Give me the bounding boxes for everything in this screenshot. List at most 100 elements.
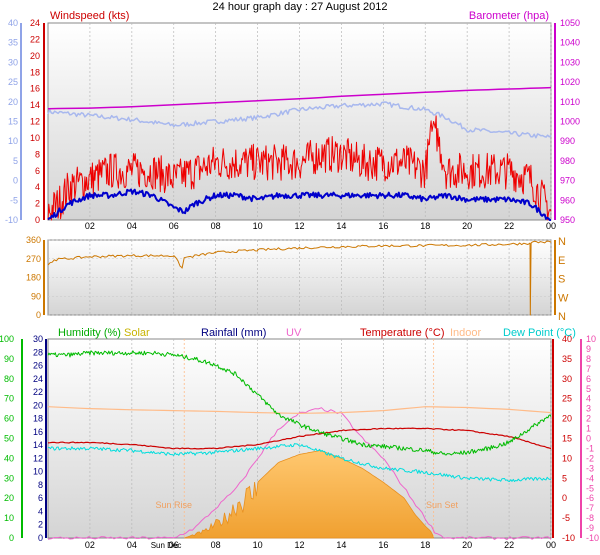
- uv-label: UV: [286, 327, 302, 339]
- uv-tick: -8: [586, 513, 594, 523]
- direction-compass-label: S: [558, 274, 565, 286]
- temperature-tick: 0: [562, 493, 567, 503]
- wind-x-tick: 06: [169, 221, 179, 231]
- baro-right-tick: 1000: [560, 117, 580, 127]
- direction-compass-label: W: [558, 292, 569, 304]
- dewpoint-series: [47, 443, 551, 482]
- baro-right-tick: 970: [560, 176, 575, 186]
- humidity-tick: 80: [4, 374, 14, 384]
- temperature-tick: 35: [562, 354, 572, 364]
- temperature-tick: 15: [562, 434, 572, 444]
- rainfall-tick: 26: [33, 361, 43, 371]
- uv-tick: 6: [586, 374, 591, 384]
- temp-x-tick: 10: [253, 540, 263, 550]
- temp-x-tick: 22: [504, 540, 514, 550]
- baro-right-tick: 960: [560, 195, 575, 205]
- humidity-tick: 0: [9, 533, 14, 543]
- wind-left-outer-tick: -10: [5, 215, 18, 225]
- humidity-tick: 50: [4, 434, 14, 444]
- direction-tick: 270: [26, 254, 41, 264]
- wind-left-outer-tick: 35: [8, 38, 18, 48]
- sun-tick-label: Sun Dec: [151, 541, 182, 550]
- sunset-text: Sun Set: [426, 500, 459, 510]
- rainfall-tick: 4: [38, 506, 43, 516]
- rainfall-tick: 6: [38, 493, 43, 503]
- rainfall-tick: 22: [33, 387, 43, 397]
- wind-left-outer-tick: 10: [8, 136, 18, 146]
- wind-left-inner-tick: 10: [30, 133, 40, 143]
- temp-x-tick: 06: [169, 540, 179, 550]
- wind-average-series: [47, 188, 551, 221]
- direction-compass-label: N: [558, 236, 566, 248]
- wind-left-inner-tick: 6: [35, 166, 40, 176]
- uv-tick: 8: [586, 354, 591, 364]
- uv-tick: -3: [586, 463, 594, 473]
- humidity-tick: 40: [4, 453, 14, 463]
- uv-series: [47, 407, 552, 540]
- wind-x-tick: 02: [85, 221, 95, 231]
- rainfall-tick: 24: [33, 374, 43, 384]
- wind-left-inner-tick: 12: [30, 117, 40, 127]
- uv-tick: 10: [586, 334, 596, 344]
- humidity-tick: 100: [0, 334, 14, 344]
- baro-right-tick: 1050: [560, 18, 580, 28]
- wind-left-outer-tick: 5: [13, 156, 18, 166]
- wind-left-inner-tick: 24: [30, 18, 40, 28]
- rainfall-label: Rainfall (mm): [201, 327, 266, 339]
- humidity-tick: 90: [4, 354, 14, 364]
- temp-x-tick: 08: [211, 540, 221, 550]
- wind-left-inner-tick: 16: [30, 84, 40, 94]
- uv-tick: -1: [586, 443, 594, 453]
- sunrise-text: Sun Rise: [155, 500, 192, 510]
- uv-tick: 2: [586, 414, 591, 424]
- rainfall-tick: 16: [33, 427, 43, 437]
- temp-x-tick: 12: [294, 540, 304, 550]
- rainfall-tick: 10: [33, 467, 43, 477]
- wind-left-inner-tick: 4: [35, 182, 40, 192]
- direction-tick: 360: [26, 235, 41, 245]
- uv-tick: -10: [586, 533, 599, 543]
- wind-left-inner-tick: 2: [35, 199, 40, 209]
- barometer-series: [47, 86, 552, 110]
- temperature-tick: 25: [562, 394, 572, 404]
- humidity-tick: 60: [4, 414, 14, 424]
- wind-label: Windspeed (kts): [50, 10, 129, 22]
- wind-x-tick: 18: [420, 221, 430, 231]
- temp-x-tick: 04: [127, 540, 137, 550]
- baro-right-tick: 1020: [560, 77, 580, 87]
- wind-left-outer-tick: 0: [13, 176, 18, 186]
- temp-x-tick: 14: [336, 540, 346, 550]
- wind-left-outer-tick: 15: [8, 117, 18, 127]
- rainfall-tick: 30: [33, 334, 43, 344]
- wind-left-inner-tick: 20: [30, 51, 40, 61]
- uv-tick: 7: [586, 364, 591, 374]
- temperature-label: Temperature (°C): [360, 327, 444, 339]
- rainfall-tick: 28: [33, 347, 43, 357]
- rainfall-tick: 2: [38, 520, 43, 530]
- solar-label: Solar: [124, 327, 150, 339]
- wind-left-inner-tick: 14: [30, 100, 40, 110]
- solar-series: [184, 450, 435, 539]
- wind-left-inner-tick: 22: [30, 34, 40, 44]
- temperature-tick: 40: [562, 334, 572, 344]
- rainfall-tick: 18: [33, 414, 43, 424]
- wind-x-tick: 12: [294, 221, 304, 231]
- rainfall-tick: 20: [33, 400, 43, 410]
- baro-right-tick: 950: [560, 215, 575, 225]
- temperature-tick: -5: [562, 513, 570, 523]
- temp-x-tick: 16: [378, 540, 388, 550]
- rainfall-tick: 14: [33, 440, 43, 450]
- uv-tick: 3: [586, 404, 591, 414]
- uv-tick: 5: [586, 384, 591, 394]
- temp-x-tick: 02: [85, 540, 95, 550]
- baro-right-tick: 1040: [560, 38, 580, 48]
- wind-x-tick: 10: [253, 221, 263, 231]
- rainfall-tick: 0: [38, 533, 43, 543]
- uv-tick: -9: [586, 523, 594, 533]
- wind-gust-series: [47, 115, 552, 221]
- wind-left-inner-tick: 0: [35, 215, 40, 225]
- uv-tick: -6: [586, 493, 594, 503]
- wind-left-inner-tick: 18: [30, 67, 40, 77]
- baro-label: Barometer (hpa): [469, 10, 549, 22]
- uv-tick: 4: [586, 394, 591, 404]
